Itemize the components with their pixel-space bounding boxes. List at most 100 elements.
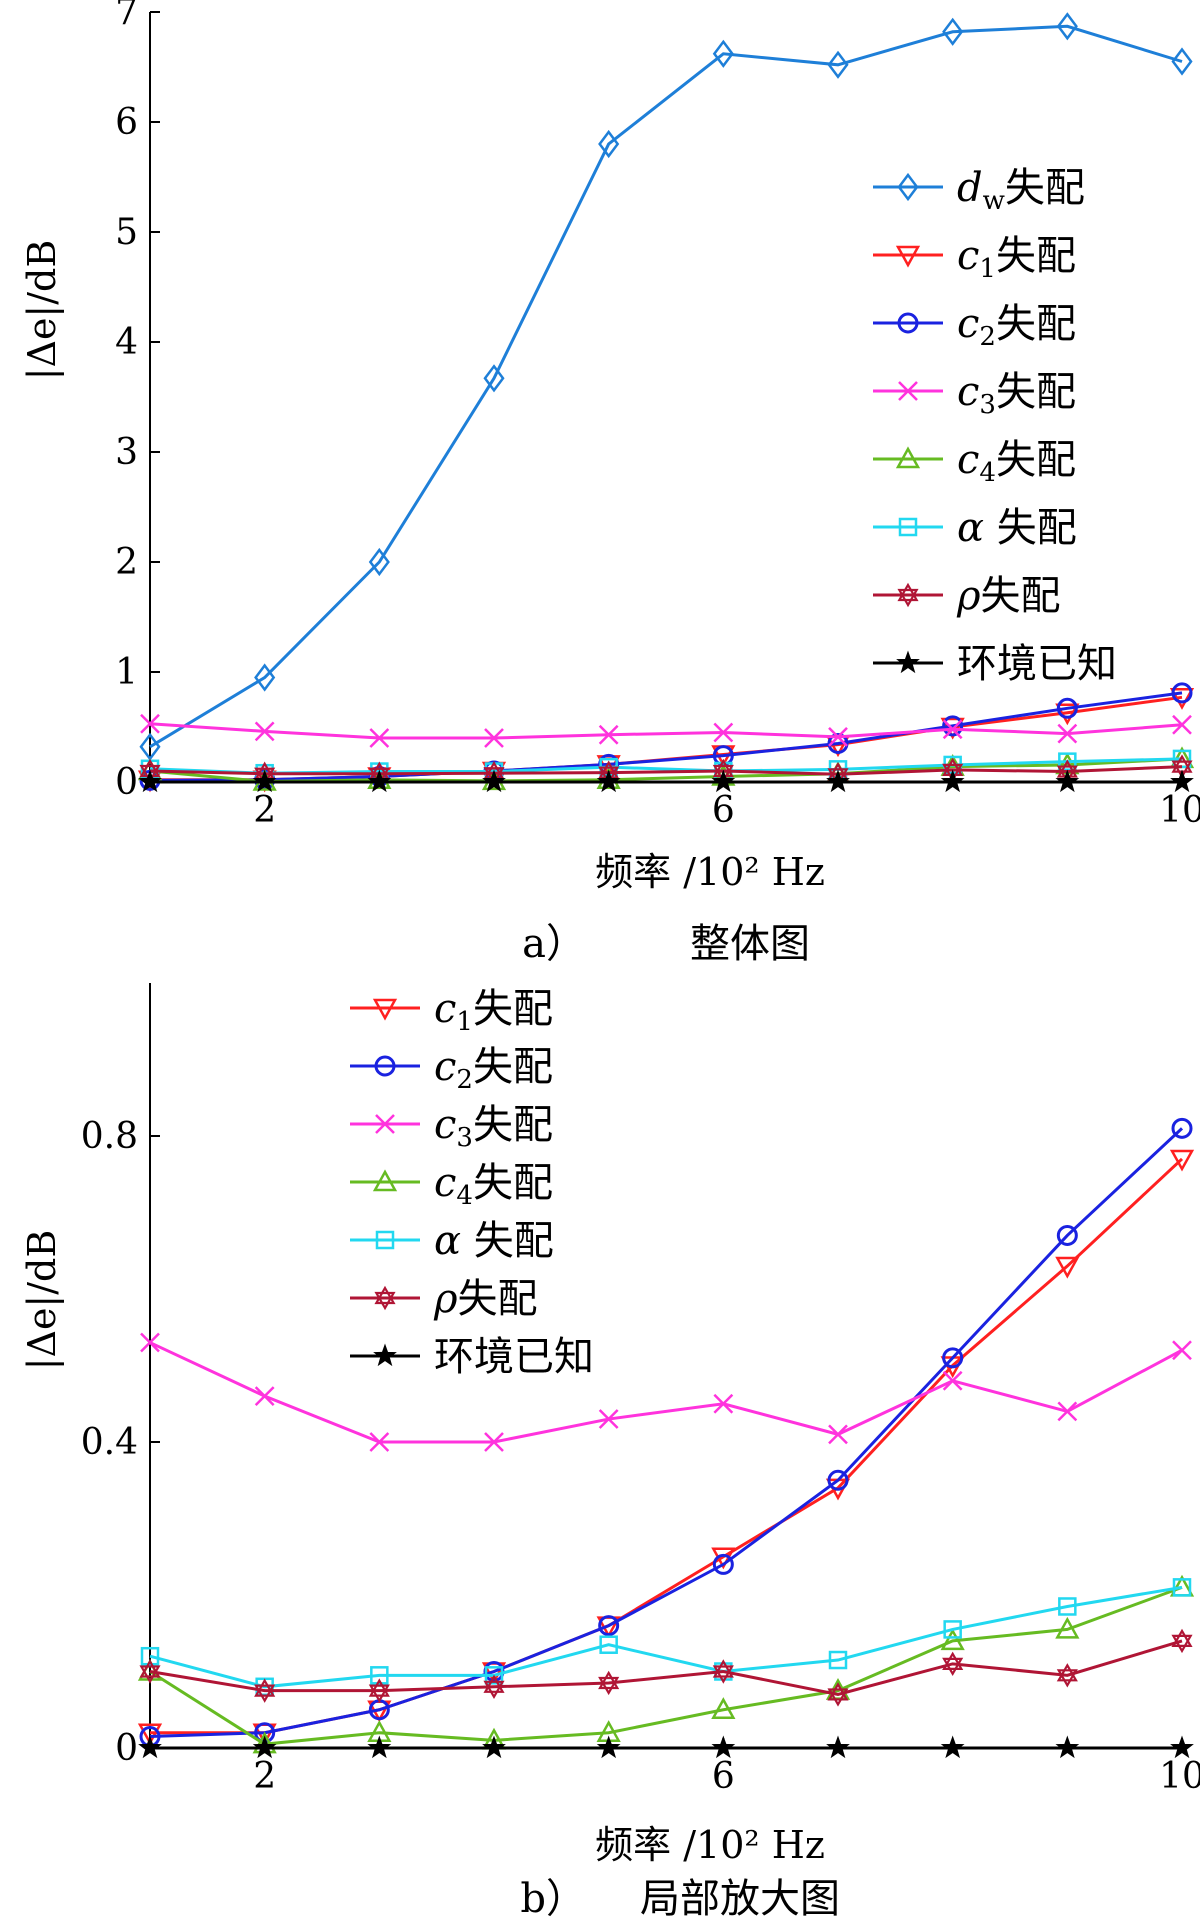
x-tick-label: 2 xyxy=(253,1756,276,1797)
x-axis-label: 频率 /10² Hz xyxy=(595,850,825,894)
data-point xyxy=(1170,1735,1194,1759)
data-point xyxy=(140,1332,160,1353)
legend-label-symbol: ρ xyxy=(433,1276,458,1322)
axes: 0 1 2 3 4 5 6 7 2 6 10 xyxy=(115,0,1200,831)
legend-label-text: 失配 xyxy=(1005,165,1085,211)
legend-label: c3失配 xyxy=(957,369,1076,420)
panel-b-caption-text: 局部放大图 xyxy=(640,1876,840,1922)
legend-label-text: 环境已知 xyxy=(957,641,1117,687)
data-point xyxy=(139,1659,161,1684)
data-point xyxy=(254,1386,275,1406)
legend-item: c1失配 xyxy=(350,986,553,1037)
data-point xyxy=(598,724,619,745)
series-line xyxy=(150,1157,1184,1735)
legend-label-text: 失配 xyxy=(984,505,1077,551)
data-point xyxy=(369,728,390,748)
data-point xyxy=(1172,1340,1192,1361)
legend-item: c2失配 xyxy=(873,301,1076,352)
x-tick-label: 2 xyxy=(253,790,276,831)
legend-label-text: 失配 xyxy=(461,1218,554,1264)
legend-label-subscript: 4 xyxy=(979,458,996,488)
data-point xyxy=(137,1723,163,1746)
data-point xyxy=(1172,714,1192,735)
legend-label-text: 失配 xyxy=(473,1160,553,1206)
legend-label-symbol: d xyxy=(957,165,983,211)
legend-label: c3失配 xyxy=(434,1102,553,1153)
legend-label: c1失配 xyxy=(434,986,553,1037)
data-point xyxy=(367,769,392,793)
legend-label: α 失配 xyxy=(957,505,1077,551)
y-tick-label: 0.8 xyxy=(81,1116,138,1157)
legend-label: c4失配 xyxy=(434,1160,553,1211)
data-point xyxy=(940,769,965,793)
legend-marker xyxy=(374,1285,396,1311)
series-line xyxy=(149,1341,1183,1444)
legend-label: ρ失配 xyxy=(433,1276,538,1322)
legend-label-symbol: c xyxy=(957,369,979,415)
data-point xyxy=(1055,703,1080,726)
data-point xyxy=(254,663,276,692)
legend-item: c4失配 xyxy=(873,437,1076,488)
y-tick-label: 1 xyxy=(115,652,138,693)
legend-label-subscript: 1 xyxy=(979,254,996,284)
legend-item: c3失配 xyxy=(873,369,1076,420)
data-point xyxy=(1056,697,1078,719)
data-point xyxy=(1169,1149,1195,1172)
legend-label-text: 失配 xyxy=(996,233,1076,279)
data-point xyxy=(827,50,849,79)
series-line xyxy=(150,695,1183,782)
legend-label-text: 失配 xyxy=(996,437,1076,483)
data-point xyxy=(943,1620,962,1639)
data-point xyxy=(1171,682,1193,704)
data-point xyxy=(827,733,849,754)
legend-marker xyxy=(373,1343,397,1367)
series-2 xyxy=(140,1332,1192,1452)
y-tick-label: 3 xyxy=(115,432,138,473)
data-point xyxy=(252,1735,277,1759)
legend-item: c2失配 xyxy=(350,1044,553,1095)
data-point xyxy=(138,1735,162,1759)
series-1 xyxy=(139,1117,1193,1748)
data-point xyxy=(368,1678,390,1703)
data-point xyxy=(370,1666,389,1685)
legend-label-text: 失配 xyxy=(996,301,1076,347)
legend-label-symbol: c xyxy=(434,986,456,1032)
data-point xyxy=(1171,1628,1193,1654)
data-point xyxy=(1171,1117,1193,1139)
x-tick-label: 10 xyxy=(1159,790,1200,831)
data-point xyxy=(598,1670,620,1696)
legend-label-subscript: 2 xyxy=(979,322,996,352)
legend-label-subscript: 3 xyxy=(456,1123,473,1153)
x-tick-label: 6 xyxy=(712,790,735,831)
legend-label-symbol: c xyxy=(957,233,979,279)
data-point xyxy=(711,1697,736,1719)
data-point xyxy=(140,1646,160,1666)
series-0 xyxy=(137,1149,1195,1746)
data-point xyxy=(828,727,848,747)
data-point xyxy=(1169,688,1195,710)
series-3 xyxy=(140,713,1192,748)
data-point xyxy=(712,1659,734,1684)
data-point xyxy=(942,715,964,737)
legend-label-symbol: c xyxy=(957,301,979,347)
data-point xyxy=(942,17,964,46)
series-group xyxy=(137,1117,1195,1759)
data-point xyxy=(1056,1224,1078,1246)
legend-item: α 失配 xyxy=(873,505,1077,551)
legend-marker xyxy=(896,650,920,674)
legend-label-subscript: 4 xyxy=(456,1181,473,1211)
legend-label-symbol: c xyxy=(434,1102,456,1148)
data-point xyxy=(942,1347,964,1369)
legend-marker xyxy=(898,517,918,537)
data-point xyxy=(1055,1616,1080,1639)
x-tick-label: 6 xyxy=(712,1756,735,1797)
data-point xyxy=(484,1666,504,1685)
legend-label-symbol: α xyxy=(434,1218,461,1264)
data-point xyxy=(712,39,734,68)
data-point xyxy=(596,769,621,793)
y-tick-label: 7 xyxy=(115,0,138,33)
legend-marker xyxy=(372,998,398,1021)
y-axis-label: |Δe|/dB xyxy=(20,240,64,381)
data-point xyxy=(940,1628,965,1651)
legend-item: 环境已知 xyxy=(873,641,1117,687)
